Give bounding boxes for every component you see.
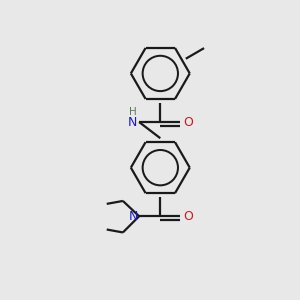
Text: H: H: [129, 107, 137, 117]
Text: O: O: [183, 210, 193, 223]
Text: O: O: [183, 116, 193, 128]
Text: N: N: [128, 210, 138, 223]
Text: N: N: [128, 116, 137, 128]
